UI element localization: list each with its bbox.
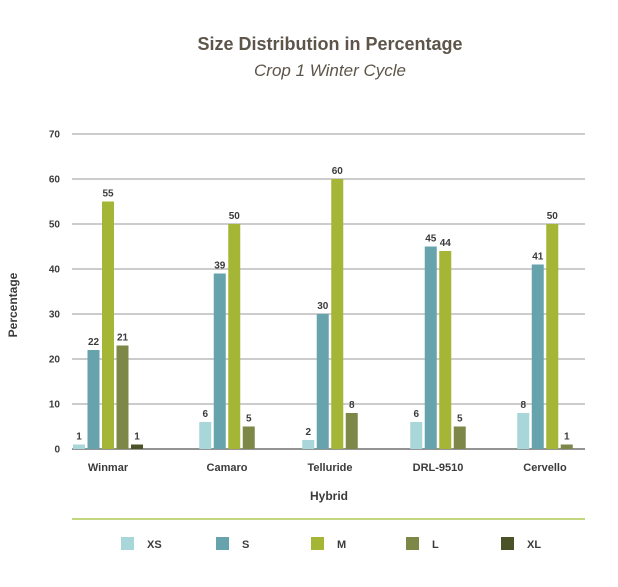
legend: XS S M L XL <box>121 537 541 551</box>
data-label: 5 <box>457 414 463 425</box>
bar-m <box>102 201 114 449</box>
data-label: 45 <box>425 234 437 245</box>
legend-swatch-l <box>406 537 419 550</box>
data-label: 39 <box>214 261 226 272</box>
data-label: 21 <box>117 333 129 344</box>
bar-l <box>116 345 129 449</box>
category-label: Telluride <box>307 462 352 474</box>
legend-swatch-m <box>311 537 324 550</box>
category-label: Cervello <box>523 462 567 474</box>
bar-xl <box>131 444 143 449</box>
data-label: 2 <box>305 427 311 438</box>
data-label: 1 <box>564 432 570 443</box>
bar-m <box>331 179 344 449</box>
bar-s <box>316 314 329 449</box>
y-axis-ticks: 0 10 20 30 40 50 60 70 <box>49 130 61 456</box>
bar-xs <box>199 422 212 449</box>
y-tick-label: 40 <box>49 265 61 276</box>
chart-subtitle: Crop 1 Winter Cycle <box>254 61 406 80</box>
legend-label-m: M <box>337 539 346 551</box>
data-label: 5 <box>246 414 252 425</box>
legend-swatch-xs <box>121 537 134 550</box>
y-tick-label: 20 <box>49 355 61 366</box>
data-label: 60 <box>332 166 344 177</box>
y-tick-label: 70 <box>49 130 61 141</box>
data-label: 55 <box>102 189 114 200</box>
category-label: Winmar <box>88 462 129 474</box>
legend-swatch-xl <box>501 537 514 550</box>
legend-label-l: L <box>432 539 439 551</box>
bar-m <box>546 224 559 449</box>
legend-swatch-s <box>216 537 229 550</box>
y-tick-label: 60 <box>49 175 61 186</box>
data-label: 41 <box>532 252 544 263</box>
data-labels: 1 22 55 21 1 6 39 50 5 2 30 60 8 6 45 44 5 8 41 50 1 <box>76 166 570 443</box>
bar-l <box>560 444 573 449</box>
bar-s <box>424 246 437 449</box>
y-axis-label: Percentage <box>6 272 20 337</box>
y-tick-label: 10 <box>49 400 61 411</box>
bar-m <box>228 224 241 449</box>
y-tick-label: 30 <box>49 310 61 321</box>
data-label: 22 <box>88 337 100 348</box>
data-label: 1 <box>134 432 140 443</box>
x-axis-label: Hybrid <box>310 489 348 503</box>
category-label: Camaro <box>207 462 248 474</box>
bar-xs <box>73 444 85 449</box>
bar-xs <box>302 440 315 449</box>
bar-l <box>453 426 466 449</box>
bar-xs <box>517 413 530 449</box>
bar-s <box>87 350 100 449</box>
bar-s <box>531 264 544 449</box>
gridlines <box>72 133 585 450</box>
bar-xs <box>410 422 423 449</box>
category-label: DRL-9510 <box>413 462 464 474</box>
y-tick-label: 50 <box>49 220 61 231</box>
data-label: 6 <box>202 409 208 420</box>
bar-l <box>242 426 255 449</box>
data-label: 50 <box>547 211 559 222</box>
data-label: 8 <box>520 400 526 411</box>
data-label: 44 <box>440 238 452 249</box>
legend-label-s: S <box>242 539 249 551</box>
data-label: 6 <box>413 409 419 420</box>
legend-label-xs: XS <box>147 539 162 551</box>
x-axis-categories: Winmar Camaro Telluride DRL-9510 Cervello <box>88 462 567 474</box>
bar-l <box>345 413 358 449</box>
y-tick-label: 0 <box>54 445 60 456</box>
chart-title: Size Distribution in Percentage <box>197 34 462 54</box>
bar-m <box>439 251 452 449</box>
legend-label-xl: XL <box>527 539 541 551</box>
data-label: 30 <box>317 301 329 312</box>
bar-s <box>213 273 226 449</box>
data-label: 50 <box>229 211 241 222</box>
data-label: 1 <box>76 432 82 443</box>
bars <box>73 179 573 449</box>
data-label: 8 <box>349 400 355 411</box>
